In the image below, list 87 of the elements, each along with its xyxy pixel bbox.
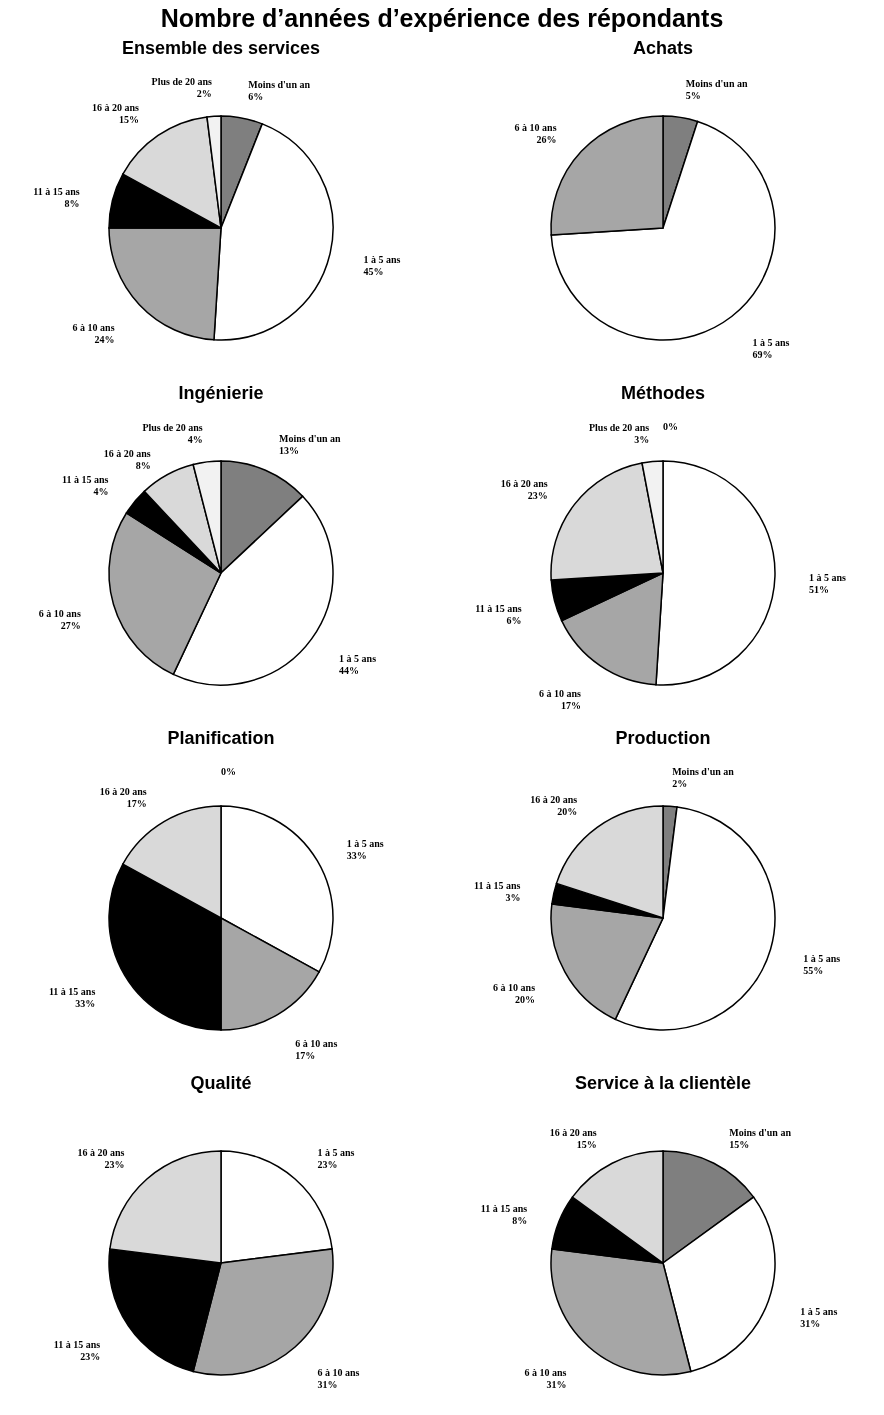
data-label: 20% [515, 994, 536, 1006]
data-label: 8% [64, 197, 80, 209]
slice-label: 1 à 5 ans [803, 952, 841, 964]
data-label: 2% [672, 778, 688, 790]
data-label: 4% [93, 486, 109, 498]
slice-label: 6 à 10 ans [524, 1366, 567, 1378]
data-label: 31% [317, 1378, 338, 1390]
data-label: 3% [505, 892, 521, 904]
chart-subtitle: Ensemble des services [121, 38, 321, 58]
slice-label: Plus de 20 ans [151, 76, 212, 88]
slice-label: 6 à 10 ans [295, 1037, 338, 1049]
chart-title: Achats [632, 38, 694, 58]
data-label: 27% [60, 619, 81, 631]
slice-label: 16 à 20 ans [549, 1126, 597, 1138]
chart-title: Ingénierie [178, 383, 264, 403]
data-label: 31% [546, 1378, 567, 1390]
data-label: 31% [800, 1318, 821, 1330]
slice-label: 1 à 5 ans [363, 253, 401, 265]
data-label: 23% [80, 1351, 101, 1363]
chart-title: Production [615, 728, 711, 748]
slice-label: 1 à 5 ans [800, 1306, 838, 1318]
data-label: 8% [135, 460, 151, 472]
data-label: 45% [363, 265, 384, 277]
data-label: 3% [634, 433, 650, 445]
chart-title: Qualité [190, 1073, 252, 1093]
data-label: 20% [557, 805, 578, 817]
data-label: 6% [506, 615, 522, 627]
slice-label: 1 à 5 ans [339, 652, 377, 664]
data-label: 24% [94, 333, 115, 345]
data-label: 23% [527, 489, 548, 501]
slice-label: 11 à 15 ans [33, 185, 80, 197]
slice-label: 1 à 5 ans [808, 571, 846, 583]
data-label: 2% [196, 88, 212, 100]
data-label: 17% [560, 699, 581, 711]
slice-label: 1 à 5 ans [752, 337, 790, 349]
data-label: 44% [339, 664, 360, 676]
data-label: 17% [295, 1049, 316, 1061]
data-label: 55% [803, 964, 824, 976]
slice-label: 16 à 20 ans [91, 102, 140, 114]
chart-title: Nombre d’années d’expérience des répondants [159, 4, 725, 32]
chart-title: Planification [167, 728, 275, 748]
slice-label: 11 à 15 ans [62, 474, 109, 486]
data-label: 33% [346, 849, 367, 861]
slice-label: 1 à 5 ans [346, 837, 384, 849]
data-label: 69% [752, 349, 773, 361]
data-label: 5% [685, 89, 701, 101]
text: 0% [663, 421, 678, 432]
slice-label: 16 à 20 ans [500, 477, 548, 489]
slice-label: Moins d'un an [248, 78, 311, 90]
slice-label: 16 à 20 ans [103, 448, 151, 460]
data-label: 6% [248, 90, 264, 102]
data-label: 33% [75, 998, 96, 1010]
slice-label: 6 à 10 ans [514, 122, 557, 134]
slice-label: 1 à 5 ans [317, 1147, 355, 1159]
data-label: 4% [187, 434, 203, 446]
slice-label: 6 à 10 ans [493, 982, 536, 994]
data-label: 15% [729, 1138, 750, 1150]
slice-label: 11 à 15 ans [475, 603, 522, 615]
data-label: 23% [317, 1159, 338, 1171]
data-label: 51% [808, 583, 829, 595]
slice-label: 11 à 15 ans [474, 880, 521, 892]
slice-label: 6 à 10 ans [317, 1366, 360, 1378]
slice-label: 16 à 20 ans [99, 786, 147, 798]
slice-label: Moins d'un an [685, 77, 748, 89]
slice-label: 11 à 15 ans [480, 1203, 528, 1215]
slice-label: 16 à 20 ans [77, 1147, 125, 1159]
data-label: 26% [536, 134, 557, 146]
slice-label: Moins d'un an [729, 1126, 792, 1138]
slice-label: 16 à 20 ans [530, 793, 578, 805]
slice-label: 6 à 10 ans [538, 687, 582, 699]
data-label: 15% [118, 114, 139, 126]
chart-title: Service à la clientèle [574, 1073, 752, 1093]
data-label: 13% [278, 445, 299, 457]
slice-label: Plus de 20 ans [142, 422, 203, 434]
slice-label: Moins d'un an [672, 766, 735, 778]
data-label: 8% [512, 1215, 528, 1227]
data-label: 15% [576, 1138, 597, 1150]
text: 0% [221, 766, 236, 777]
data-label: 23% [104, 1159, 125, 1171]
slice-label: 6 à 10 ans [72, 321, 115, 333]
slice-label: 6 à 10 ans [38, 607, 81, 619]
slice-label: Moins d'un an [278, 433, 342, 445]
chart-title: Méthodes [620, 383, 706, 403]
data-label: 17% [126, 798, 147, 810]
slice-label: Plus de 20 ans [588, 421, 650, 433]
slice-label: 11 à 15 ans [48, 986, 96, 998]
slice-label: 11 à 15 ans [53, 1339, 101, 1351]
